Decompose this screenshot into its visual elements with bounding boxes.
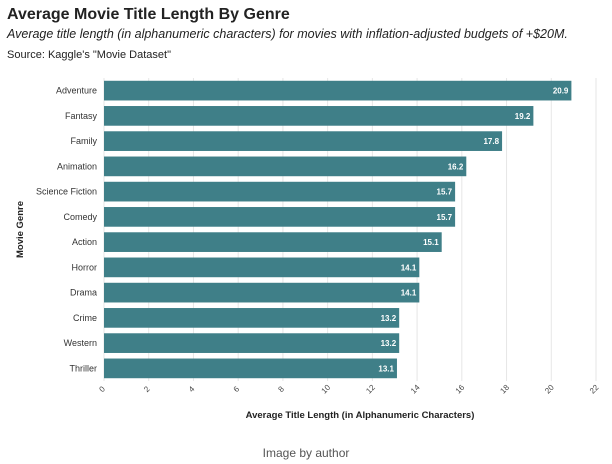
category-label: Adventure — [56, 86, 97, 96]
bar — [104, 257, 420, 278]
data-label: 13.2 — [381, 314, 397, 323]
category-label: Action — [72, 237, 97, 247]
chart-subtitle: Average title length (in alphanumeric ch… — [7, 27, 568, 41]
bar — [104, 80, 572, 101]
bar — [104, 308, 400, 328]
category-label: Drama — [70, 288, 97, 298]
x-tick-label: 0 — [97, 384, 107, 394]
x-tick-label: 10 — [320, 383, 333, 396]
data-label: 14.1 — [401, 263, 417, 272]
bar — [104, 156, 467, 177]
category-label: Thriller — [69, 363, 97, 373]
category-label: Animation — [57, 161, 97, 171]
category-label: Fantasy — [65, 111, 98, 121]
data-label: 16.2 — [448, 162, 464, 171]
data-label: 19.2 — [515, 112, 531, 121]
bar — [104, 181, 456, 202]
bar — [104, 358, 397, 379]
data-label: 14.1 — [401, 289, 417, 298]
image-caption: Image by author — [262, 446, 350, 460]
x-tick-label: 4 — [187, 384, 197, 394]
data-label: 13.1 — [378, 364, 394, 373]
data-label: 17.8 — [483, 137, 499, 146]
data-label: 15.7 — [437, 213, 453, 222]
category-label: Crime — [73, 313, 97, 323]
chart-title: Average Movie Title Length By Genre — [7, 6, 290, 23]
chart-source: Source: Kaggle's "Movie Dataset" — [7, 49, 171, 61]
y-axis-title: Movie Genre — [15, 201, 26, 258]
category-label: Comedy — [63, 212, 97, 222]
x-tick-label: 18 — [498, 383, 511, 396]
x-tick-label: 16 — [454, 383, 467, 396]
category-label: Western — [64, 338, 97, 348]
bar — [104, 333, 400, 353]
data-label: 15.1 — [423, 238, 439, 247]
x-tick-label: 8 — [276, 384, 286, 394]
bar — [104, 131, 503, 151]
x-tick-label: 22 — [588, 383, 601, 396]
bar — [104, 232, 442, 252]
category-label: Science Fiction — [36, 187, 97, 197]
bar — [104, 106, 534, 126]
x-tick-labels: 0 2 4 6 8 10 12 14 16 18 20 22 — [97, 383, 600, 396]
bar — [104, 207, 456, 227]
category-label: Horror — [71, 262, 97, 272]
category-label: Family — [71, 136, 98, 146]
x-axis-title: Average Title Length (in Alphanumeric Ch… — [246, 410, 475, 421]
data-label: 15.7 — [437, 188, 453, 197]
bars: 20.9 19.2 17.8 16.2 15.7 15.7 15.1 14.1 14.1 13.2… — [104, 80, 572, 379]
data-label: 13.2 — [381, 339, 397, 348]
bar — [104, 282, 420, 303]
x-tick-label: 6 — [232, 384, 242, 394]
bar-chart: 20.9 19.2 17.8 16.2 15.7 15.7 15.1 14.1 14.1 13.2… — [15, 78, 601, 421]
x-tick-label: 2 — [142, 384, 152, 394]
grid-lines — [103, 78, 597, 381]
x-tick-label: 12 — [364, 383, 377, 396]
category-labels: Adventure Fantasy Family Animation Science F… — [36, 86, 98, 374]
x-tick-label: 14 — [409, 383, 422, 396]
x-tick-label: 20 — [543, 383, 556, 396]
data-label: 20.9 — [553, 87, 569, 96]
